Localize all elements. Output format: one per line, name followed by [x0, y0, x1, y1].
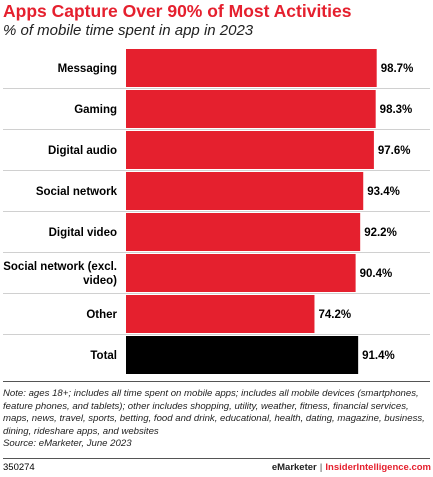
category-label: Messaging — [58, 63, 117, 75]
chart-subtitle: % of mobile time spent in app in 2023 — [3, 22, 254, 39]
brand: eMarketer | InsiderIntelligence.com — [272, 462, 431, 473]
bar-total — [126, 336, 359, 374]
bar-digital-audio — [126, 131, 374, 169]
value-label: 92.2% — [364, 227, 397, 239]
note-divider — [3, 381, 430, 382]
footer: 350274 eMarketer | InsiderIntelligence.com — [3, 462, 431, 475]
value-label: 93.4% — [367, 186, 400, 198]
category-label: Other — [86, 309, 117, 321]
category-label: Social network (excl. video) — [3, 261, 117, 287]
value-label: 90.4% — [360, 268, 393, 280]
footer-divider — [3, 458, 430, 459]
value-label: 97.6% — [378, 145, 411, 157]
category-label: Social network — [36, 186, 118, 198]
brand-separator: | — [319, 462, 323, 473]
value-label: 74.2% — [318, 309, 351, 321]
category-label: Digital video — [49, 227, 117, 239]
chart-id: 350274 — [3, 462, 35, 473]
chart-note: Note: ages 18+; includes all time spent … — [3, 388, 431, 451]
brand-insider-intelligence: InsiderIntelligence.com — [325, 462, 431, 473]
brand-emarketer: eMarketer — [271, 462, 317, 473]
bar-social-network — [126, 172, 364, 210]
bar-other — [126, 295, 315, 333]
bar-messaging — [126, 49, 377, 87]
category-label: Digital audio — [48, 145, 117, 157]
value-label: 91.4% — [362, 350, 395, 362]
category-label: Total — [90, 350, 117, 362]
bar-digital-video — [126, 213, 361, 251]
value-label: 98.3% — [380, 104, 413, 116]
category-label: Gaming — [74, 104, 117, 116]
note-text: Note: ages 18+; includes all time spent … — [3, 388, 425, 437]
bar-chart: Messaging 98.7% Gaming 98.3% Digital audio 97… — [3, 49, 430, 374]
bar-social-network-excl-video — [126, 254, 356, 292]
bar-gaming — [126, 90, 376, 128]
value-label: 98.7% — [381, 63, 414, 75]
chart-title: Apps Capture Over 90% of Most Activities — [3, 1, 352, 21]
source-text: Source: eMarketer, June 2023 — [3, 438, 132, 450]
